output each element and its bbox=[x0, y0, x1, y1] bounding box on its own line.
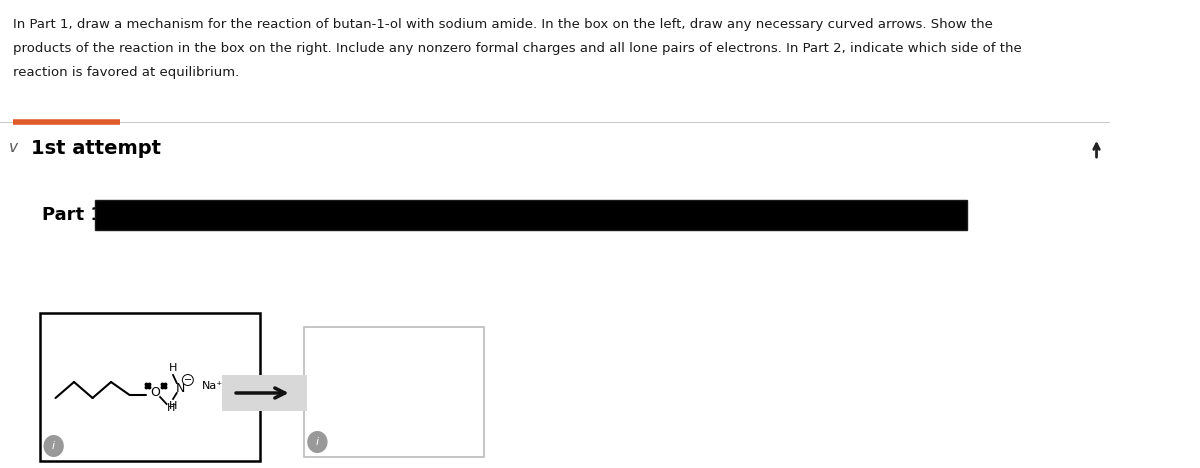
Text: i: i bbox=[52, 441, 55, 451]
Text: Part 1: Part 1 bbox=[42, 206, 102, 224]
Text: i: i bbox=[316, 437, 319, 447]
Bar bbox=[304, 327, 484, 457]
Text: reaction is favored at equilibrium.: reaction is favored at equilibrium. bbox=[13, 66, 239, 79]
Circle shape bbox=[43, 435, 64, 457]
Text: products of the reaction in the box on the right. Include any nonzero formal cha: products of the reaction in the box on t… bbox=[13, 42, 1021, 55]
Text: In Part 1, draw a mechanism for the reaction of butan-1-ol with sodium amide. In: In Part 1, draw a mechanism for the reac… bbox=[13, 18, 992, 31]
Bar bbox=[95, 200, 967, 230]
Circle shape bbox=[307, 431, 328, 453]
Text: H: H bbox=[167, 403, 175, 413]
Text: O: O bbox=[150, 387, 161, 400]
Text: N: N bbox=[175, 381, 185, 395]
Text: H: H bbox=[169, 401, 178, 411]
Text: −: − bbox=[184, 375, 192, 385]
Text: Na⁺: Na⁺ bbox=[203, 381, 223, 391]
Bar bbox=[222, 375, 307, 411]
Bar bbox=[40, 313, 260, 461]
Text: 1st attempt: 1st attempt bbox=[30, 139, 161, 158]
Text: H: H bbox=[169, 363, 178, 373]
Text: v: v bbox=[10, 140, 18, 155]
